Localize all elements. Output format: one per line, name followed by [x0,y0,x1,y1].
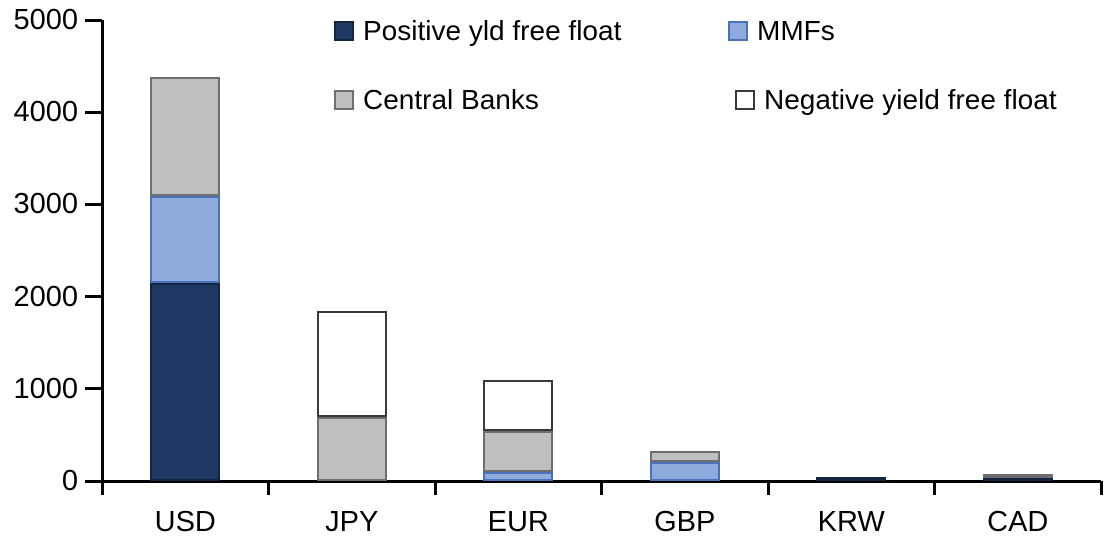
y-axis-tick-label: 3000 [13,188,78,221]
x-axis-tick [766,481,770,495]
bar-segment-GBP-mmfs [649,461,720,481]
y-axis-tick [85,295,102,299]
legend-swatch-icon [334,90,354,110]
x-axis-tick [433,481,437,495]
legend-label: Central Banks [363,84,539,115]
y-axis-tick [85,110,102,114]
legend-item-mmfs: MMFs [728,15,835,46]
legend-item-central-banks: Central Banks [334,84,539,115]
legend-item-negative-yield-free-float: Negative yield free float [735,84,1057,115]
y-axis-tick [85,479,102,483]
x-axis-category-label: CAD [987,506,1049,538]
x-axis-tick [1099,481,1103,495]
x-axis-category-label: EUR [487,506,549,538]
legend-label: Negative yield free float [764,84,1057,115]
bar-segment-USD-positive-yld-free-float [150,282,221,481]
legend-swatch-icon [728,21,748,41]
x-axis-category-label: KRW [817,506,885,538]
bar-segment-JPY-negative-yield-free-float [316,311,387,418]
x-axis-category-label: USD [154,506,216,538]
x-axis-category-label: GBP [654,506,716,538]
bar-segment-EUR-negative-yield-free-float [483,379,554,432]
legend-swatch-icon [334,21,354,41]
y-axis-tick-label: 4000 [13,96,78,129]
x-axis-tick [100,481,104,495]
bar-segment-EUR-central-banks [483,431,554,472]
bar-segment-JPY-central-banks [316,417,387,481]
x-axis-tick [600,481,603,495]
x-axis-line [85,479,1101,483]
bar-segment-USD-central-banks [150,77,221,197]
y-axis-tick [85,18,102,22]
y-axis-tick-label: 1000 [13,372,78,405]
bar-segment-CAD-positive-yld-free-float [982,477,1053,482]
legend-label: Positive yld free float [363,15,622,46]
legend-swatch-icon [735,90,755,110]
bar-segment-GBP-central-banks [649,450,720,462]
y-axis-tick-label: 5000 [13,4,78,36]
x-axis-tick [267,481,270,495]
bar-segment-EUR-mmfs [483,471,554,481]
x-axis-category-label: JPY [325,506,379,538]
y-axis-tick-label: 2000 [13,280,78,313]
legend-label: MMFs [757,15,835,46]
bar-segment-CAD-central-banks [982,473,1053,478]
y-axis-tick-label: 0 [61,465,78,497]
y-axis-tick [85,202,102,206]
y-axis-line [100,20,104,493]
bar-segment-KRW-positive-yld-free-float [816,477,887,482]
x-axis-tick [933,481,936,495]
y-axis-tick [85,387,102,391]
legend-item-positive-yld-free-float: Positive yld free float [334,15,622,46]
bar-segment-USD-mmfs [150,196,221,283]
